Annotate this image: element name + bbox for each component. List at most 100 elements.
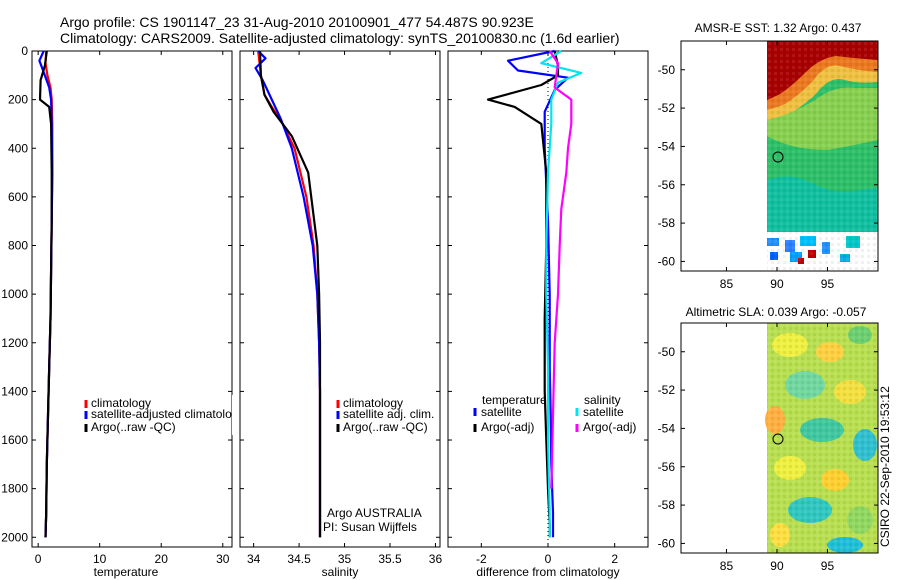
difference-legend: temperature salinity satellite Argo(-adj… xyxy=(473,393,636,434)
salinity-panel: 34 34.5 35 35.5 36 salinity climatology sate… xyxy=(239,50,442,579)
y-tick-label: 800 xyxy=(8,239,28,253)
salinity-y-ticks xyxy=(240,50,440,538)
argo-position-marker xyxy=(772,151,784,163)
temperature-x-ticks: 0 10 20 30 xyxy=(35,51,230,566)
difference-panel: -2 0 2 difference from climatology tempera… xyxy=(447,49,649,579)
sst-texture xyxy=(767,41,878,271)
x-tick-label: 90 xyxy=(770,559,784,573)
figure-title-line1: Argo profile: CS 1901147_23 31-Aug-2010 … xyxy=(60,14,534,30)
amsre-sst-x-ticks: 85 90 95 xyxy=(720,41,835,291)
legend-label-satellite-adj-clim: satellite adj. clim. xyxy=(343,407,434,421)
series-line-argo-raw-qc- xyxy=(38,50,53,538)
altimetric-sla-map: Altimetric SLA: 0.039 Argo: -0.057 -50 -5… xyxy=(658,305,879,573)
altimetric-sla-axes-box xyxy=(680,322,879,554)
y-tick-label: 600 xyxy=(8,190,28,204)
y-tick-label: -58 xyxy=(658,498,676,512)
x-tick-label: 20 xyxy=(155,552,169,566)
amsre-sst-map: AMSR-E SST: 1.32 Argo: 0.437 -50-52-54-5… xyxy=(658,21,879,291)
legend-clip-mask xyxy=(232,395,240,435)
difference-y-ticks xyxy=(448,50,648,538)
salinity-axes-box xyxy=(239,50,441,548)
y-tick-label: -56 xyxy=(658,460,676,474)
y-tick-label: 400 xyxy=(8,141,28,155)
float-owner-annotation: Argo AUSTRALIA xyxy=(327,506,422,520)
y-tick-label: -60 xyxy=(658,254,676,268)
argo-position-marker xyxy=(772,433,784,445)
legend-title-temperature: temperature xyxy=(482,393,547,407)
altimetric-sla-x-ticks: 85 90 95 xyxy=(720,323,835,573)
float-pi-annotation: PI: Susan Wijffels xyxy=(323,520,417,534)
credit-label: CSIRO 22-Sep-2010 19:53:12 xyxy=(878,386,892,547)
x-tick-label: 90 xyxy=(770,277,784,291)
series-line-argo-raw-qc- xyxy=(258,50,322,538)
x-tick-label: 2 xyxy=(611,552,618,566)
salinity-legend: climatology satellite adj. clim. Argo(..… xyxy=(336,396,434,434)
series-line-temperature-argo-adj- xyxy=(486,50,560,538)
x-tick-label: 95 xyxy=(821,559,835,573)
amsre-sst-title: AMSR-E SST: 1.32 Argo: 0.437 xyxy=(695,21,862,35)
x-tick-label: 95 xyxy=(821,277,835,291)
legend-label-sal-argo: Argo(-adj) xyxy=(583,420,636,434)
temperature-panel: 0 200 400 600 800 1000 1200 1400 1600 1800 2000 0 1… xyxy=(1,44,244,579)
legend-label-argo: Argo(..raw -QC) xyxy=(91,420,176,434)
x-tick-label: 85 xyxy=(720,277,734,291)
x-tick-label: 0 xyxy=(545,552,552,566)
y-tick-label: -56 xyxy=(658,178,676,192)
salinity-xlabel: salinity xyxy=(322,565,359,579)
legend-label-satellite-adjusted: satellite-adjusted climatology xyxy=(91,407,244,421)
x-tick-label: 34 xyxy=(247,552,261,566)
amsre-sst-y-ticks: -50 -52 -54 -56 -58 -60 xyxy=(658,63,878,268)
x-tick-label: 0 xyxy=(35,552,42,566)
sla-texture xyxy=(767,323,878,553)
y-tick-label: -52 xyxy=(658,101,676,115)
x-tick-label: -2 xyxy=(476,552,487,566)
y-tick-label: 1400 xyxy=(1,384,28,398)
y-tick-label: 200 xyxy=(8,93,28,107)
series-line-salinity-satellite xyxy=(540,50,583,538)
y-tick-label: 1200 xyxy=(1,336,28,350)
x-tick-label: 34.5 xyxy=(287,552,311,566)
y-tick-label: -50 xyxy=(658,63,676,77)
amsre-sst-axes-box xyxy=(680,40,879,272)
legend-label-sal-satellite: satellite xyxy=(583,405,624,419)
legend-label-temp-argo: Argo(-adj) xyxy=(481,420,534,434)
y-tick-label: -52 xyxy=(658,383,676,397)
y-tick-label: -58 xyxy=(658,216,676,230)
series-line-salinity-argo-adj- xyxy=(548,50,573,489)
temperature-lines xyxy=(38,50,54,538)
y-tick-label: -50 xyxy=(658,345,676,359)
difference-xlabel: difference from climatology xyxy=(476,565,619,579)
x-tick-label: 35.5 xyxy=(378,552,402,566)
legend-label-argo: Argo(..raw -QC) xyxy=(343,420,428,434)
difference-x-ticks: -2 0 2 xyxy=(476,51,618,566)
y-tick-label: 1800 xyxy=(1,482,28,496)
salinity-x-ticks: 34 34.5 35 35.5 36 xyxy=(247,51,442,566)
y-tick-label: 1600 xyxy=(1,433,28,447)
legend-label-temp-satellite: satellite xyxy=(481,405,522,419)
temperature-axes-box xyxy=(31,50,233,548)
x-tick-label: 85 xyxy=(720,559,734,573)
y-tick-label: 1000 xyxy=(1,287,28,301)
figure-title-line2: Climatology: CARS2009. Satellite-adjuste… xyxy=(60,30,620,46)
x-tick-label: 35 xyxy=(338,552,352,566)
temperature-legend: climatology satellite-adjusted climatolo… xyxy=(84,396,244,434)
temperature-y-ticks: 0 200 400 600 800 1000 1200 1400 1600 1800 2000 xyxy=(1,44,232,544)
amsre-sst-field xyxy=(767,41,878,271)
x-tick-label: 10 xyxy=(93,552,107,566)
salinity-lines xyxy=(254,50,322,538)
difference-lines xyxy=(486,49,583,538)
legend-title-salinity: salinity xyxy=(584,393,621,407)
legend-label-climatology: climatology xyxy=(91,396,151,410)
temperature-xlabel: temperature xyxy=(94,565,159,579)
x-tick-label: 30 xyxy=(216,552,230,566)
y-tick-label: 2000 xyxy=(1,530,28,544)
y-tick-label: -54 xyxy=(658,139,676,153)
y-tick-label: 0 xyxy=(21,44,28,58)
y-tick-label: -60 xyxy=(658,536,676,550)
altimetric-sla-field xyxy=(765,323,878,553)
x-tick-label: 36 xyxy=(429,552,443,566)
altimetric-sla-y-ticks: -50 -52 -54 -56 -58 -60 xyxy=(658,345,878,550)
legend-label-climatology: climatology xyxy=(343,396,403,410)
altimetric-sla-title: Altimetric SLA: 0.039 Argo: -0.057 xyxy=(686,305,867,319)
